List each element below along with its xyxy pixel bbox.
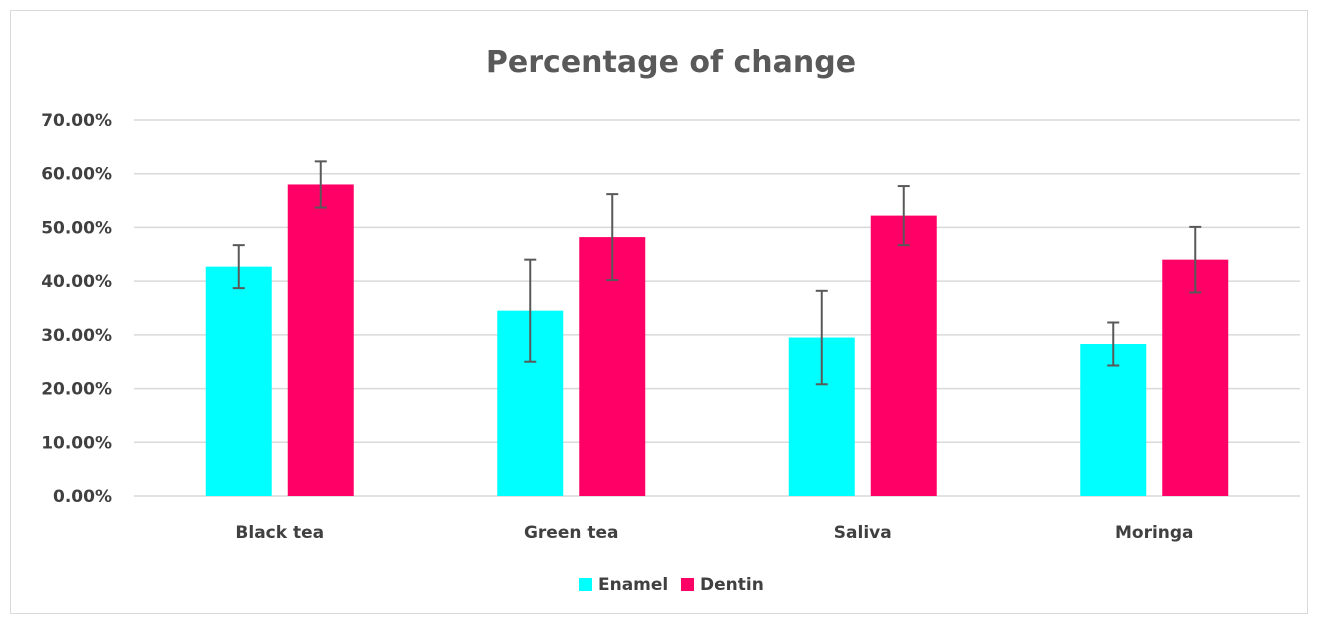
error-bar bbox=[815, 289, 828, 386]
bar-enamel-moringa bbox=[1080, 343, 1147, 496]
bar-dentin-black-tea bbox=[287, 184, 354, 496]
error-bar bbox=[232, 244, 245, 290]
x-tick-label: Green tea bbox=[524, 523, 619, 543]
error-bar bbox=[897, 185, 910, 247]
y-tick-label: 70.00% bbox=[41, 111, 112, 131]
y-tick-label: 30.00% bbox=[41, 326, 112, 346]
chart-title: Percentage of change bbox=[486, 45, 856, 80]
bar-dentin-saliva bbox=[870, 215, 937, 496]
legend-item-enamel: Enamel bbox=[579, 575, 668, 595]
y-tick-label: 50.00% bbox=[41, 218, 112, 238]
legend: Enamel Dentin bbox=[579, 575, 764, 595]
error-bar bbox=[314, 160, 327, 209]
error-bar bbox=[1107, 321, 1120, 367]
legend-swatch bbox=[681, 578, 694, 591]
error-bar bbox=[606, 193, 619, 282]
x-axis-tick-labels: Black tea Green tea Saliva Moringa bbox=[235, 523, 1193, 543]
y-axis-tick-labels: 0.00% 10.00% 20.00% 30.00% 40.00% 50.00% 60.00… bbox=[41, 111, 112, 507]
x-tick-label: Moringa bbox=[1115, 523, 1194, 543]
y-tick-label: 10.00% bbox=[41, 433, 112, 453]
error-bars bbox=[232, 160, 1202, 386]
x-tick-label: Saliva bbox=[834, 523, 892, 543]
error-bar bbox=[1189, 225, 1202, 294]
bar-enamel-black-tea bbox=[205, 266, 272, 496]
y-tick-label: 60.00% bbox=[41, 165, 112, 185]
y-tick-label: 20.00% bbox=[41, 380, 112, 400]
y-tick-label: 40.00% bbox=[41, 272, 112, 292]
y-tick-label: 0.00% bbox=[53, 487, 112, 507]
error-bar bbox=[524, 258, 537, 363]
bar-dentin-moringa bbox=[1162, 259, 1229, 496]
legend-item-dentin: Dentin bbox=[681, 575, 764, 595]
bars bbox=[205, 184, 1229, 496]
legend-label: Enamel bbox=[598, 575, 668, 595]
x-tick-label: Black tea bbox=[235, 523, 324, 543]
legend-label: Dentin bbox=[700, 575, 764, 595]
legend-swatch bbox=[579, 578, 592, 591]
